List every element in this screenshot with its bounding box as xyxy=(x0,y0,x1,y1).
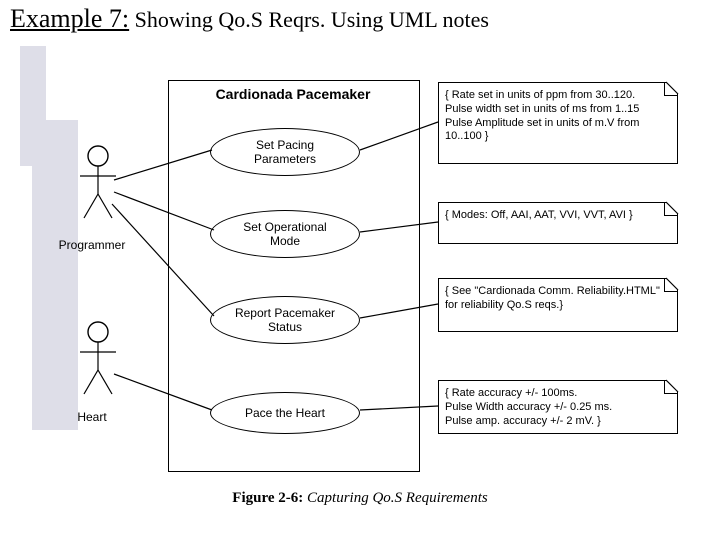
usecase-report-pacemaker-status: Report Pacemaker Status xyxy=(210,296,360,344)
note-fold-icon xyxy=(664,279,677,292)
uml-note-accuracy: { Rate accuracy +/- 100ms. Pulse Width a… xyxy=(438,380,678,434)
note-text: { Rate accuracy +/- 100ms. Pulse Width a… xyxy=(445,387,612,427)
usecase-pace-the-heart: Pace the Heart xyxy=(210,392,360,434)
uml-note-modes: { Modes: Off, AAI, AAT, VVI, VVT, AVI } xyxy=(438,202,678,244)
usecase-label: Report Pacemaker Status xyxy=(235,306,335,334)
title-lead: Example 7: xyxy=(10,4,129,33)
uml-note-pacing-params: { Rate set in units of ppm from 30..120.… xyxy=(438,82,678,164)
note-fold-icon xyxy=(664,381,677,394)
usecase-label: Set Pacing Parameters xyxy=(254,138,316,166)
uml-note-reliability: { See "Cardionada Comm. Reliability.HTML… xyxy=(438,278,678,332)
note-fold-icon xyxy=(664,83,677,96)
actor-label-programmer: Programmer xyxy=(52,238,132,252)
usecase-label: Pace the Heart xyxy=(245,406,325,420)
caption-label: Figure 2-6: xyxy=(232,490,303,506)
note-text: { See "Cardionada Comm. Reliability.HTML… xyxy=(445,285,660,311)
page-title: Example 7: Showing Qo.S Reqrs. Using UML… xyxy=(10,4,489,34)
usecase-label: Set Operational Mode xyxy=(243,220,326,248)
bg-shadow-2 xyxy=(32,120,78,430)
note-text: { Modes: Off, AAI, AAT, VVI, VVT, AVI } xyxy=(445,209,633,221)
note-text: { Rate set in units of ppm from 30..120.… xyxy=(445,89,639,142)
caption-text: Capturing Qo.S Requirements xyxy=(303,490,487,506)
title-rest: Showing Qo.S Reqrs. Using UML notes xyxy=(129,7,489,32)
usecase-set-operational-mode: Set Operational Mode xyxy=(210,210,360,258)
figure-caption: Figure 2-6: Capturing Qo.S Requirements xyxy=(0,490,720,507)
usecase-set-pacing-parameters: Set Pacing Parameters xyxy=(210,128,360,176)
system-label: Cardionada Pacemaker xyxy=(168,86,418,102)
actor-label-heart: Heart xyxy=(52,410,132,424)
note-fold-icon xyxy=(664,203,677,216)
